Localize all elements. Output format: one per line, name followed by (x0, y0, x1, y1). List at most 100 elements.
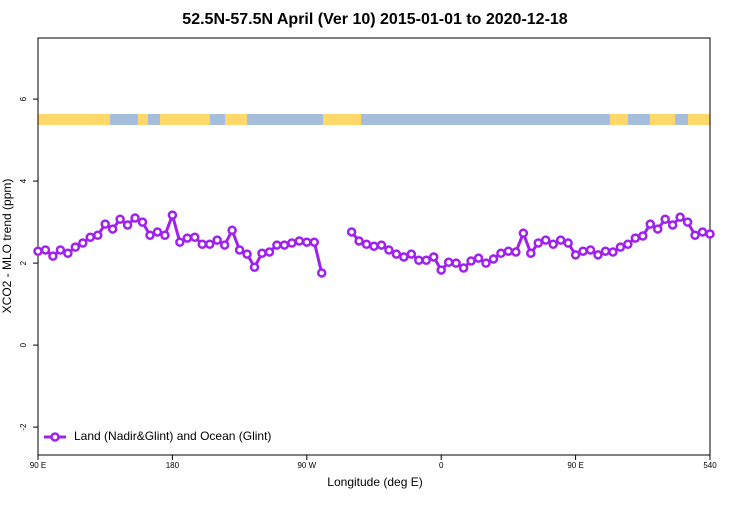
y-tick-label: 4 (19, 178, 28, 183)
x-tick-label: 540 (703, 461, 717, 470)
data-point (167, 210, 178, 220)
data-point (212, 235, 222, 245)
data-point (548, 239, 558, 249)
land-band (650, 114, 675, 125)
data-point (503, 246, 514, 256)
x-tick-label: 180 (166, 461, 180, 470)
data-point (555, 235, 566, 245)
data-point (623, 239, 633, 249)
data-point (287, 238, 297, 248)
data-point (92, 230, 103, 240)
x-tick-label: 90 E (30, 461, 46, 470)
data-point (122, 220, 133, 230)
data-point (593, 250, 603, 260)
data-point (33, 246, 43, 256)
data-point (638, 231, 648, 241)
y-tick-label: 6 (19, 96, 28, 101)
x-tick-label: 0 (439, 461, 444, 470)
land-band (225, 114, 247, 125)
data-point (443, 257, 454, 268)
data-point (458, 263, 469, 273)
data-point (197, 239, 208, 249)
data-point (55, 245, 66, 255)
data-point (85, 232, 96, 243)
data-point (570, 250, 581, 260)
data-point (272, 240, 282, 250)
land-band (38, 114, 110, 125)
y-tick-label: -2 (19, 423, 28, 431)
data-point (264, 247, 275, 257)
data-point (660, 214, 670, 224)
legend-marker (50, 432, 60, 442)
data-point (384, 245, 394, 255)
data-point (466, 256, 476, 266)
data-point (204, 239, 215, 249)
data-point (70, 242, 81, 252)
data-point (115, 214, 125, 224)
data-point (600, 246, 611, 256)
y-tick-label: 0 (19, 342, 28, 347)
data-point (63, 248, 73, 259)
legend-label: Land (Nadir&Glint) and Ocean (Glint) (74, 429, 271, 443)
data-point (481, 258, 491, 268)
data-point (354, 236, 364, 246)
data-point (391, 249, 402, 259)
data-point (40, 245, 51, 255)
data-point (152, 227, 163, 237)
data-point (585, 245, 596, 255)
data-point (130, 213, 140, 223)
data-point (421, 255, 432, 265)
data-point (78, 238, 88, 248)
data-point (540, 235, 551, 245)
data-point (175, 237, 185, 247)
data-point (608, 247, 618, 257)
data-point (302, 237, 312, 247)
data-point (361, 239, 372, 249)
data-point (675, 212, 685, 222)
land-band (688, 114, 710, 125)
data-point (645, 219, 656, 229)
data-point (526, 248, 536, 259)
ocean-band (38, 114, 710, 125)
data-point (107, 224, 118, 234)
data-point (137, 217, 148, 227)
data-point (406, 249, 417, 259)
data-point (100, 219, 110, 229)
data-point (160, 230, 170, 240)
x-axis-label: Longitude (deg E) (327, 475, 422, 489)
y-tick-label: 2 (19, 260, 28, 265)
data-point (705, 229, 715, 239)
data-point (473, 253, 484, 263)
data-point (630, 233, 641, 243)
data-point (615, 242, 626, 252)
data-point (451, 258, 461, 268)
chart-title: 52.5N-57.5N April (Ver 10) 2015-01-01 to… (182, 11, 568, 28)
data-point (219, 240, 230, 250)
data-point (190, 232, 200, 243)
data-point (578, 246, 588, 256)
data-point (316, 268, 327, 278)
data-point (682, 217, 693, 227)
data-point (667, 220, 678, 230)
data-point (294, 236, 305, 246)
data-point (145, 230, 155, 240)
land-band (160, 114, 210, 125)
data-point (369, 241, 379, 252)
data-point (242, 249, 252, 259)
land-band (323, 114, 361, 125)
data-point (249, 262, 260, 272)
land-band (138, 114, 148, 125)
data-point (690, 230, 700, 240)
data-point (436, 265, 446, 275)
data-point (518, 228, 529, 238)
data-point (399, 252, 409, 262)
data-point (511, 247, 521, 257)
data-point (227, 225, 237, 236)
land-ocean-strip (38, 114, 710, 125)
data-point (428, 252, 439, 262)
data-point (697, 227, 708, 237)
data-point (279, 240, 290, 250)
x-tick-label: 90 W (297, 461, 316, 470)
data-point (309, 237, 320, 247)
data-point (652, 224, 663, 234)
